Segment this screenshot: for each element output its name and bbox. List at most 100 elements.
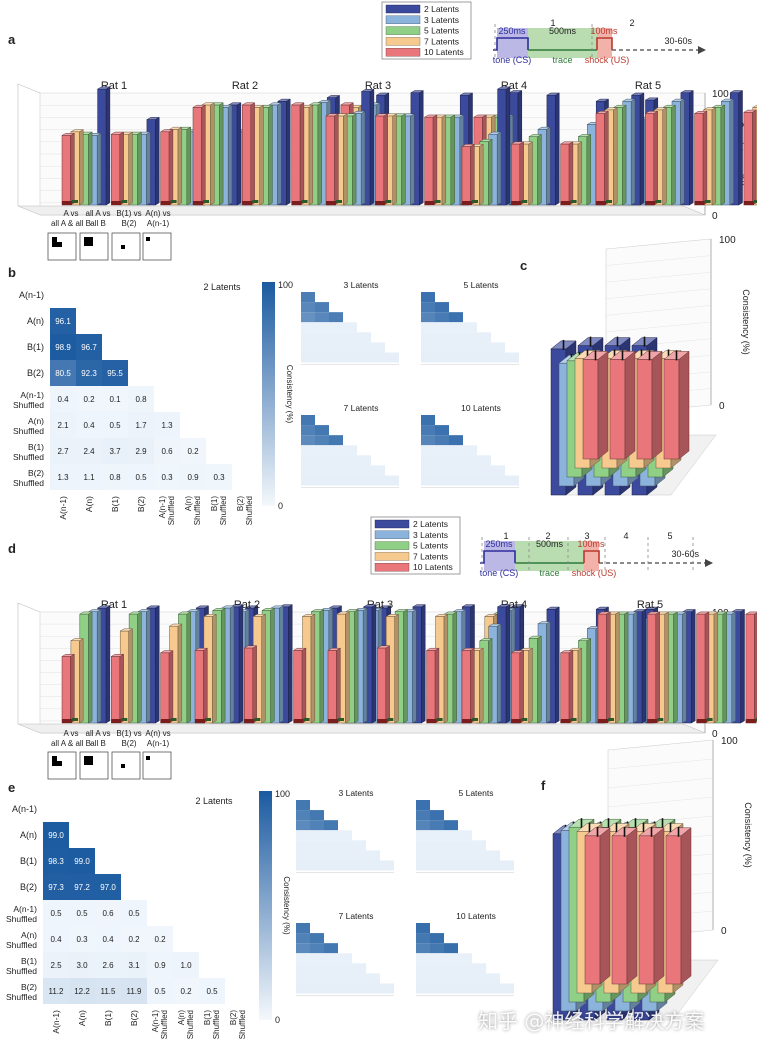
- panel-d-bar: [478, 638, 494, 724]
- panel-b-small-cell: [449, 455, 463, 466]
- panel-b-small-cell: [449, 322, 463, 333]
- panel-d-bar-top: [510, 650, 525, 654]
- panel-e-small-cell: [338, 850, 352, 861]
- panel-d-bar-side: [421, 604, 426, 724]
- panel-b-small-cell: [449, 445, 463, 456]
- panel-c-ytick-label: 0: [719, 401, 725, 412]
- panel-e-small-cell: [296, 820, 310, 831]
- panel-b-small-cell: [421, 445, 435, 456]
- panel-b-cell-value: 0.2: [83, 395, 95, 404]
- panel-a-icon-mark: [52, 242, 62, 247]
- panel-d-bar-top: [461, 647, 476, 651]
- panel-e-cell-value: 0.4: [102, 935, 114, 944]
- panel-b-cell-value: 0.8: [109, 473, 121, 482]
- panel-e-cell-value: 0.6: [102, 909, 114, 918]
- panel-a-floor-marker: [242, 201, 253, 205]
- panel-f-bar-front: [638, 835, 655, 985]
- panel-d-bar-top: [452, 609, 467, 612]
- panel-d-bar: [261, 607, 276, 724]
- panel-b-col-label: A(n): [84, 496, 94, 512]
- panel-e-col-label: B(1): [203, 1010, 212, 1025]
- panel-e-row-label: Shuffled: [6, 966, 37, 976]
- panel-b-small-cell: [329, 312, 343, 323]
- panel-e-small-cell: [310, 830, 324, 841]
- panel-e-col-label: Shuffled: [160, 1010, 169, 1039]
- panel-c-bar-front: [663, 359, 680, 460]
- panel-d-bar: [353, 607, 368, 724]
- panel-d-bar-front: [160, 652, 170, 724]
- panel-a-comparison-label: all A vs: [86, 209, 111, 218]
- panel-a-bar: [290, 102, 305, 206]
- panel-b-heat-cell: [128, 412, 154, 438]
- panel-d-floor-marker: [521, 718, 528, 721]
- panel-a-bar-side: [168, 129, 174, 206]
- panel-e-small-cell: [416, 820, 430, 831]
- panel-d-bar-side: [79, 638, 84, 724]
- panel-d-bar-side: [537, 635, 542, 724]
- panel-b-small-cell: [421, 475, 435, 486]
- panel-b-col-label: A(n): [184, 496, 193, 511]
- panel-b-small-cell: [505, 352, 519, 363]
- panel-b-heat-cell: [76, 386, 102, 412]
- panel-d-bar: [278, 604, 294, 724]
- panel-a-bar: [441, 114, 456, 206]
- panel-b-col-label: Shuffled: [193, 496, 202, 525]
- panel-e-small-cell: [430, 860, 444, 871]
- panel-d-bar: [632, 609, 647, 724]
- panel-a-trace-window: [528, 28, 597, 58]
- panel-e-col-label: A(n): [77, 1010, 87, 1026]
- panel-d-bar-top: [483, 614, 499, 617]
- panel-e-colorbar-tick: 100: [275, 789, 290, 799]
- panel-d-bar-top: [487, 623, 502, 627]
- panel-b-small-cell: [421, 342, 435, 353]
- panel-a-bar-side: [186, 126, 191, 206]
- panel-b-small-cell: [449, 352, 463, 363]
- panel-b-small-cell: [371, 352, 385, 363]
- panel-d-bar-side: [412, 609, 417, 724]
- panel-a-legend-swatch: [385, 37, 421, 46]
- panel-a-bar-side: [680, 98, 685, 206]
- panel-b-small-cell: [463, 465, 477, 476]
- panel-b-small-cell: [463, 332, 477, 343]
- panel-e-heat-cell: [147, 926, 173, 952]
- panel-e-small-cell: [416, 963, 430, 974]
- panel-a-bar: [568, 141, 583, 206]
- panel-d-bar: [159, 650, 174, 724]
- panel-d-floor-marker: [195, 719, 205, 723]
- panel-b-heat-cell: [154, 438, 180, 464]
- panel-e-cell-value: 11.2: [49, 987, 65, 996]
- panel-d-bar-front: [61, 656, 71, 724]
- panel-a-bar: [577, 134, 592, 206]
- panel-a-rat-title: Rat 5: [635, 80, 661, 92]
- panel-e-small-cell: [324, 840, 338, 851]
- panel-e-small-cell: [486, 860, 500, 871]
- panel-f-bar: [611, 826, 638, 985]
- panel-d-floor-marker: [328, 719, 338, 723]
- panel-b-small-cell: [477, 475, 491, 486]
- panel-b-cell-value: 0.9: [187, 473, 199, 482]
- panel-b-small-cell: [301, 475, 315, 486]
- panel-e-small-cell: [338, 973, 352, 984]
- panel-d-bar-top: [568, 647, 583, 651]
- panel-a-bar-top: [69, 129, 85, 133]
- panel-e-small-cell: [486, 973, 500, 984]
- panel-e-small-cell: [296, 923, 310, 934]
- panel-d-bar-side: [310, 613, 316, 724]
- panel-a-bar: [510, 141, 525, 206]
- panel-a-bar: [720, 98, 735, 206]
- panel-b-small-cell: [449, 465, 463, 476]
- panel-e-small-map-title: 3 Latents: [339, 788, 374, 798]
- panel-a-legend-swatch: [385, 48, 421, 57]
- panel-d-bar-side: [177, 623, 183, 724]
- panel-b-cell-value: 0.1: [109, 395, 121, 404]
- panel-d-bar-front: [244, 647, 254, 724]
- panel-a-bar-side: [555, 92, 560, 206]
- panel-b-small-cell: [435, 465, 449, 476]
- panel-b-col-label: Shuffled: [219, 496, 228, 525]
- panel-a-floor-marker: [704, 200, 711, 203]
- panel-e-small-cell: [296, 973, 310, 984]
- panel-d-bar-top: [328, 605, 343, 609]
- panel-d-bar: [301, 613, 316, 724]
- panel-e-col-label: Shuffled: [212, 1010, 221, 1039]
- panel-e-small-cell: [296, 850, 310, 861]
